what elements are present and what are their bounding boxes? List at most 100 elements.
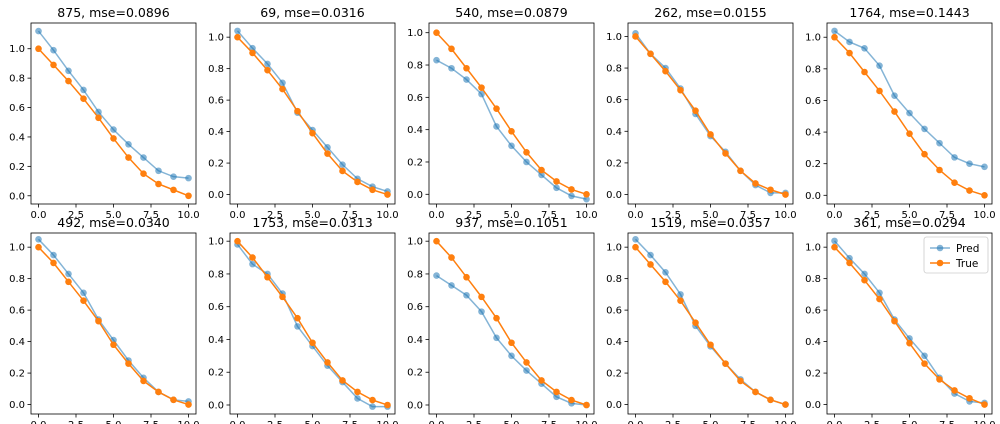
y-tick-label: 0.2 (805, 159, 821, 170)
data-point-true (463, 64, 470, 72)
data-point-pred (339, 161, 346, 168)
data-point-pred (249, 44, 256, 52)
data-point-true (737, 377, 744, 385)
y-tick-label: 1.0 (208, 33, 224, 44)
data-point-true (309, 339, 316, 347)
data-point-pred (448, 64, 455, 72)
data-point-true (155, 180, 162, 188)
data-point-true (433, 237, 440, 245)
x-tick-label: 0.0 (230, 420, 246, 424)
x-tick-label: 5.0 (902, 420, 918, 424)
data-point-true (632, 243, 639, 251)
data-point-true (125, 360, 132, 367)
x-tick-label: 2.5 (466, 420, 482, 424)
y-tick-label: 1.0 (407, 237, 423, 248)
series-line-true (634, 246, 786, 406)
data-point-pred (234, 27, 241, 35)
y-tick-label: 0.6 (407, 93, 423, 104)
legend-swatch-marker-true (936, 259, 944, 267)
data-point-true (782, 401, 789, 408)
data-point-true (463, 273, 470, 281)
x-tick-label: 0.0 (628, 420, 644, 424)
x-tick-label: 10.0 (973, 210, 995, 221)
data-point-pred (583, 195, 590, 203)
data-point-pred (523, 158, 530, 166)
data-point-pred (65, 270, 72, 278)
data-point-true (876, 295, 883, 303)
data-point-true (951, 179, 958, 186)
data-point-true (966, 394, 973, 402)
x-tick-label: 10.0 (774, 210, 796, 221)
data-point-pred (861, 44, 868, 52)
data-point-pred (463, 291, 470, 299)
data-point-true (35, 243, 42, 251)
data-point-pred (294, 323, 301, 330)
subplot-title: 492, mse=0.0340 (57, 215, 169, 230)
x-tick-label: 5.0 (902, 210, 918, 221)
data-point-true (921, 150, 928, 158)
y-tick-label: 0.4 (9, 132, 25, 143)
data-point-true (339, 377, 346, 384)
data-point-true (553, 178, 560, 185)
legend: Pred True (923, 236, 989, 274)
data-point-pred (264, 60, 271, 68)
data-point-pred (185, 174, 192, 182)
subplot-title: 937, mse=0.1051 (455, 215, 567, 230)
x-tick-label: 5.0 (703, 420, 719, 424)
data-point-true (677, 86, 684, 94)
data-point-true (324, 150, 331, 157)
data-point-pred (433, 272, 440, 279)
data-point-true (309, 129, 316, 137)
series-line-true (435, 32, 587, 196)
data-point-true (692, 319, 699, 327)
data-point-true (568, 186, 575, 193)
y-tick-label: 0.6 (9, 306, 25, 317)
y-tick-label: 0.0 (208, 400, 224, 411)
data-point-pred (110, 126, 117, 133)
data-point-true (110, 135, 117, 142)
series-line-true (37, 246, 189, 406)
data-point-true (722, 150, 729, 157)
x-tick-label: 0.0 (31, 420, 47, 424)
data-point-true (831, 243, 838, 251)
series-line-pred (634, 32, 786, 194)
x-tick-label: 10.0 (177, 210, 199, 221)
data-point-true (140, 170, 147, 178)
x-tick-label: 7.5 (143, 420, 159, 424)
plot-frame (627, 22, 794, 205)
data-point-pred (125, 141, 132, 148)
data-point-true (433, 29, 440, 36)
data-point-true (767, 186, 774, 194)
x-tick-label: 2.5 (68, 210, 84, 221)
data-point-pred (662, 269, 669, 276)
data-point-pred (981, 163, 988, 171)
y-tick-label: 1.0 (805, 33, 821, 44)
y-tick-label: 1.0 (606, 32, 622, 43)
data-point-pred (35, 27, 42, 35)
y-tick-label: 0.6 (208, 302, 224, 313)
data-point-pred (448, 282, 455, 289)
y-tick-label: 0.2 (606, 158, 622, 169)
x-tick-label: 7.5 (342, 210, 358, 221)
x-tick-label: 0.0 (429, 210, 445, 221)
y-tick-label: 0.4 (208, 335, 224, 346)
data-point-true (493, 105, 500, 112)
x-tick-label: 5.0 (504, 210, 520, 221)
subplot-4: 1764, mse=0.1443 0.0 2.5 5.0 7.5 10.0 0.0 0.2 0.… (805, 5, 996, 221)
data-point-pred (846, 254, 853, 262)
x-tick-label: 0.0 (827, 420, 843, 424)
data-point-true (508, 339, 515, 347)
data-point-pred (170, 173, 177, 180)
y-tick-label: 0.6 (805, 306, 821, 317)
data-point-pred (155, 167, 162, 175)
data-point-true (951, 387, 958, 394)
subplot-9: 361, mse=0.0294 0.0 2.5 5.0 7.5 10.0 0.0 0.2 0.4… (805, 215, 996, 424)
y-tick-label: 0.2 (407, 368, 423, 379)
y-tick-label: 1.0 (407, 28, 423, 39)
x-tick-label: 2.5 (864, 420, 880, 424)
y-tick-label: 0.0 (208, 190, 224, 201)
y-tick-label: 0.6 (208, 96, 224, 107)
y-tick-label: 0.4 (9, 337, 25, 348)
data-point-true (981, 401, 988, 408)
y-tick-label: 0.6 (9, 103, 25, 114)
